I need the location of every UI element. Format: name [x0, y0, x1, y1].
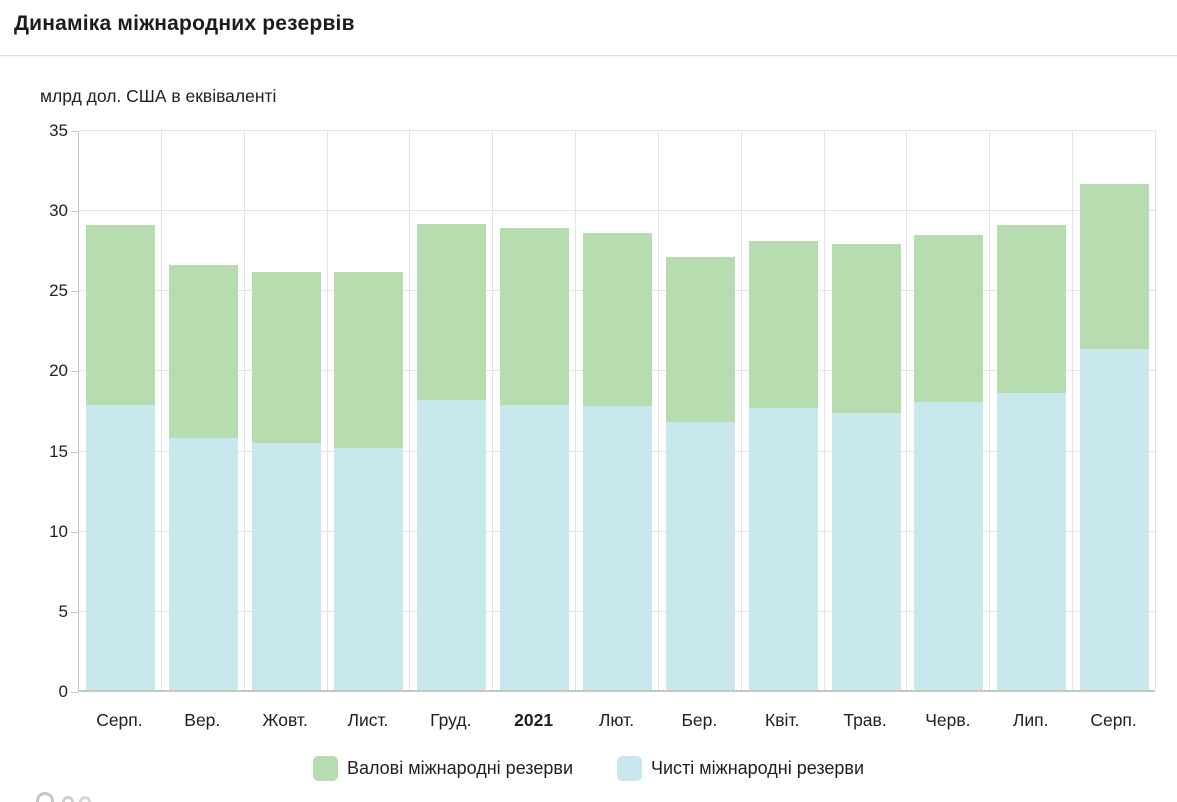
y-axis-tick-label: 15	[49, 441, 68, 461]
legend-item-gross[interactable]: Валові міжнародні резерви	[312, 756, 573, 781]
bar-group	[748, 129, 818, 690]
x-axis-label: Серп.	[96, 710, 143, 730]
v-gridline	[906, 131, 908, 690]
x-axis-label: Лип.	[1012, 710, 1049, 730]
net-reserves-bar[interactable]	[665, 422, 735, 690]
h-gridline	[79, 130, 1155, 131]
page-title: Динаміка міжнародних резервів	[14, 12, 355, 35]
net-reserves-bar[interactable]	[914, 401, 984, 690]
y-axis-tick-label: 5	[58, 601, 68, 621]
bar-group	[334, 129, 404, 690]
net-reserves-bar[interactable]	[251, 443, 321, 690]
cutoff-logo	[36, 792, 106, 802]
legend: Валові міжнародні резерви Чисті міжнарод…	[0, 756, 1177, 781]
v-gridline	[1155, 131, 1156, 690]
v-gridline	[575, 131, 577, 690]
bar-group	[168, 129, 238, 690]
bar-group	[831, 129, 901, 690]
v-gridline	[409, 131, 411, 690]
net-reserves-bar[interactable]	[85, 404, 155, 690]
v-gridline	[492, 131, 494, 690]
x-axis-label: Серп.	[1090, 710, 1137, 730]
cutoff-logo-circle	[62, 796, 74, 802]
net-reserves-bar[interactable]	[168, 438, 238, 690]
net-reserves-bar[interactable]	[417, 399, 487, 690]
y-axis-tick-label: 0	[58, 682, 68, 701]
x-axis-label: Квіт.	[765, 710, 800, 730]
x-axis-label: Бер.	[681, 710, 718, 730]
x-axis-label: Жовт.	[262, 710, 308, 730]
y-axis-tickmark	[71, 371, 78, 373]
v-gridline	[657, 131, 659, 690]
y-axis-tick-label: 20	[49, 361, 68, 381]
legend-label-net: Чисті міжнародні резерви	[651, 758, 865, 778]
x-axis-label: Лют.	[598, 710, 635, 730]
net-reserves-bar[interactable]	[1080, 348, 1150, 690]
bar-group	[500, 129, 570, 690]
y-axis-tick-label: 30	[49, 201, 68, 221]
v-gridline	[823, 131, 825, 690]
legend-item-net[interactable]: Чисті міжнародні резерви	[617, 756, 864, 781]
y-axis-tickmark	[71, 131, 78, 132]
net-reserves-bar[interactable]	[831, 412, 901, 690]
y-axis-tick-label: 35	[49, 121, 68, 140]
y-axis-tick-label: 25	[49, 281, 68, 301]
bar-group	[997, 129, 1067, 690]
bar-group	[914, 129, 984, 690]
bar-group	[665, 129, 735, 690]
y-axis-tickmark	[71, 451, 78, 453]
x-axis-label: Черв.	[925, 710, 971, 730]
net-reserves-bar[interactable]	[583, 406, 652, 690]
y-axis-tickmark	[71, 291, 78, 293]
widget-header: Динаміка міжнародних резервів	[0, 0, 1177, 56]
x-axis-label: 2021	[514, 710, 554, 730]
net-reserves-bar[interactable]	[748, 407, 818, 690]
x-axis-label: Вер.	[184, 710, 221, 730]
y-axis-tickmark	[71, 211, 78, 213]
cutoff-logo-circle	[79, 796, 91, 802]
net-reserves-bar[interactable]	[997, 393, 1067, 690]
y-axis-tickmark	[71, 531, 78, 533]
v-gridline	[160, 131, 162, 690]
bar-group	[85, 129, 155, 690]
cutoff-logo-circle	[36, 792, 54, 802]
y-axis-tickmark	[71, 611, 78, 613]
v-gridline	[989, 131, 991, 690]
x-axis-label: Трав.	[843, 710, 887, 730]
plot-area	[78, 129, 1156, 692]
x-axis-label: Груд.	[430, 710, 472, 730]
y-axis-tickmark	[71, 692, 78, 693]
y-axis-tick-label: 10	[49, 521, 68, 541]
legend-label-gross: Валові міжнародні резерви	[346, 758, 573, 778]
bar-group	[1080, 129, 1150, 690]
net-reserves-bar[interactable]	[334, 447, 404, 690]
bar-group	[583, 129, 652, 690]
legend-swatch-net	[617, 756, 642, 781]
y-axis-unit-label: млрд дол. США в еквіваленті	[40, 86, 277, 106]
net-reserves-bar[interactable]	[500, 404, 570, 690]
bar-group	[417, 129, 487, 690]
bar-group	[251, 129, 321, 690]
legend-swatch-gross	[312, 756, 338, 781]
v-gridline	[243, 131, 245, 690]
v-gridline	[326, 131, 328, 690]
h-gridline	[79, 210, 1155, 212]
x-axis-label: Лист.	[347, 710, 389, 730]
v-gridline	[740, 131, 742, 690]
v-gridline	[1072, 131, 1074, 690]
